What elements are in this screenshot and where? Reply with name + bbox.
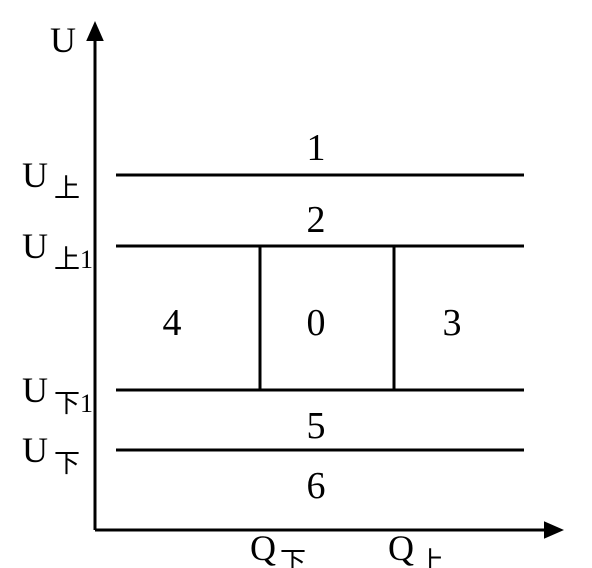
x-tick-labels: Q下 Q上 — [250, 528, 444, 568]
y-tick-2: U下1 — [22, 370, 93, 418]
region-label-6: 6 — [307, 465, 326, 507]
y-axis-arrow-icon — [86, 21, 104, 41]
x-axis-arrow-icon — [544, 521, 564, 539]
y-axis-label: U — [50, 20, 76, 60]
y-tick-1: U上1 — [22, 226, 93, 274]
region-label-2: 2 — [307, 199, 326, 241]
y-tick-3: U下 — [22, 430, 80, 478]
x-tick-1: Q上 — [388, 528, 444, 568]
x-tick-0: Q下 — [250, 528, 306, 568]
v-grid-lines — [260, 246, 394, 390]
quadrant-diagram: U上 U上1 U下1 U下 Q下 Q上 1 2 4 0 3 5 6 U — [0, 0, 592, 568]
axes — [86, 21, 564, 539]
region-label-3: 3 — [443, 302, 462, 344]
region-label-5: 5 — [307, 405, 326, 447]
region-label-0: 0 — [307, 302, 326, 344]
region-label-4: 4 — [163, 302, 182, 344]
y-tick-0: U上 — [22, 155, 80, 203]
y-tick-labels: U上 U上1 U下1 U下 — [22, 155, 93, 478]
region-label-1: 1 — [307, 127, 326, 169]
